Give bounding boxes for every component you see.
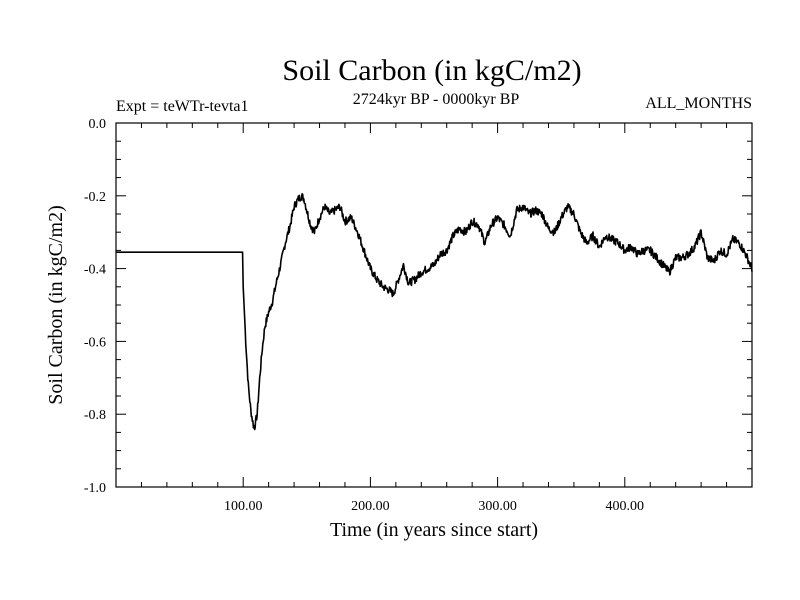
x-tick-label: 100.00: [224, 499, 263, 514]
axis-tick-labels: 100.00 200.00 300.00 400.00 0.0 -0.2 -0.4 -0.6 -…: [84, 117, 644, 514]
y-axis-label: Soil Carbon (in kgC/m2): [45, 205, 67, 404]
period-label: 2724kyr BP - 0000kyr BP: [353, 91, 520, 108]
x-tick-label: 200.00: [351, 499, 390, 514]
x-tick-label: 400.00: [606, 499, 645, 514]
chart-title: Soil Carbon (in kgC/m2): [282, 54, 581, 87]
x-axis-label: Time (in years since start): [330, 519, 538, 541]
series-line-soil-carbon: [116, 193, 753, 431]
axis-ticks: [116, 123, 752, 487]
y-tick-label: -0.2: [84, 190, 106, 205]
experiment-label: Expt = teWTr-tevta1: [116, 98, 249, 115]
y-tick-label: -0.4: [84, 263, 106, 278]
y-tick-label: -0.8: [84, 408, 106, 423]
months-label: ALL_MONTHS: [645, 95, 752, 112]
y-tick-label: -0.6: [84, 335, 106, 350]
x-tick-label: 300.00: [478, 499, 517, 514]
y-tick-label: -1.0: [84, 481, 106, 496]
y-tick-label: 0.0: [89, 117, 107, 132]
plot-frame: [115, 122, 753, 488]
